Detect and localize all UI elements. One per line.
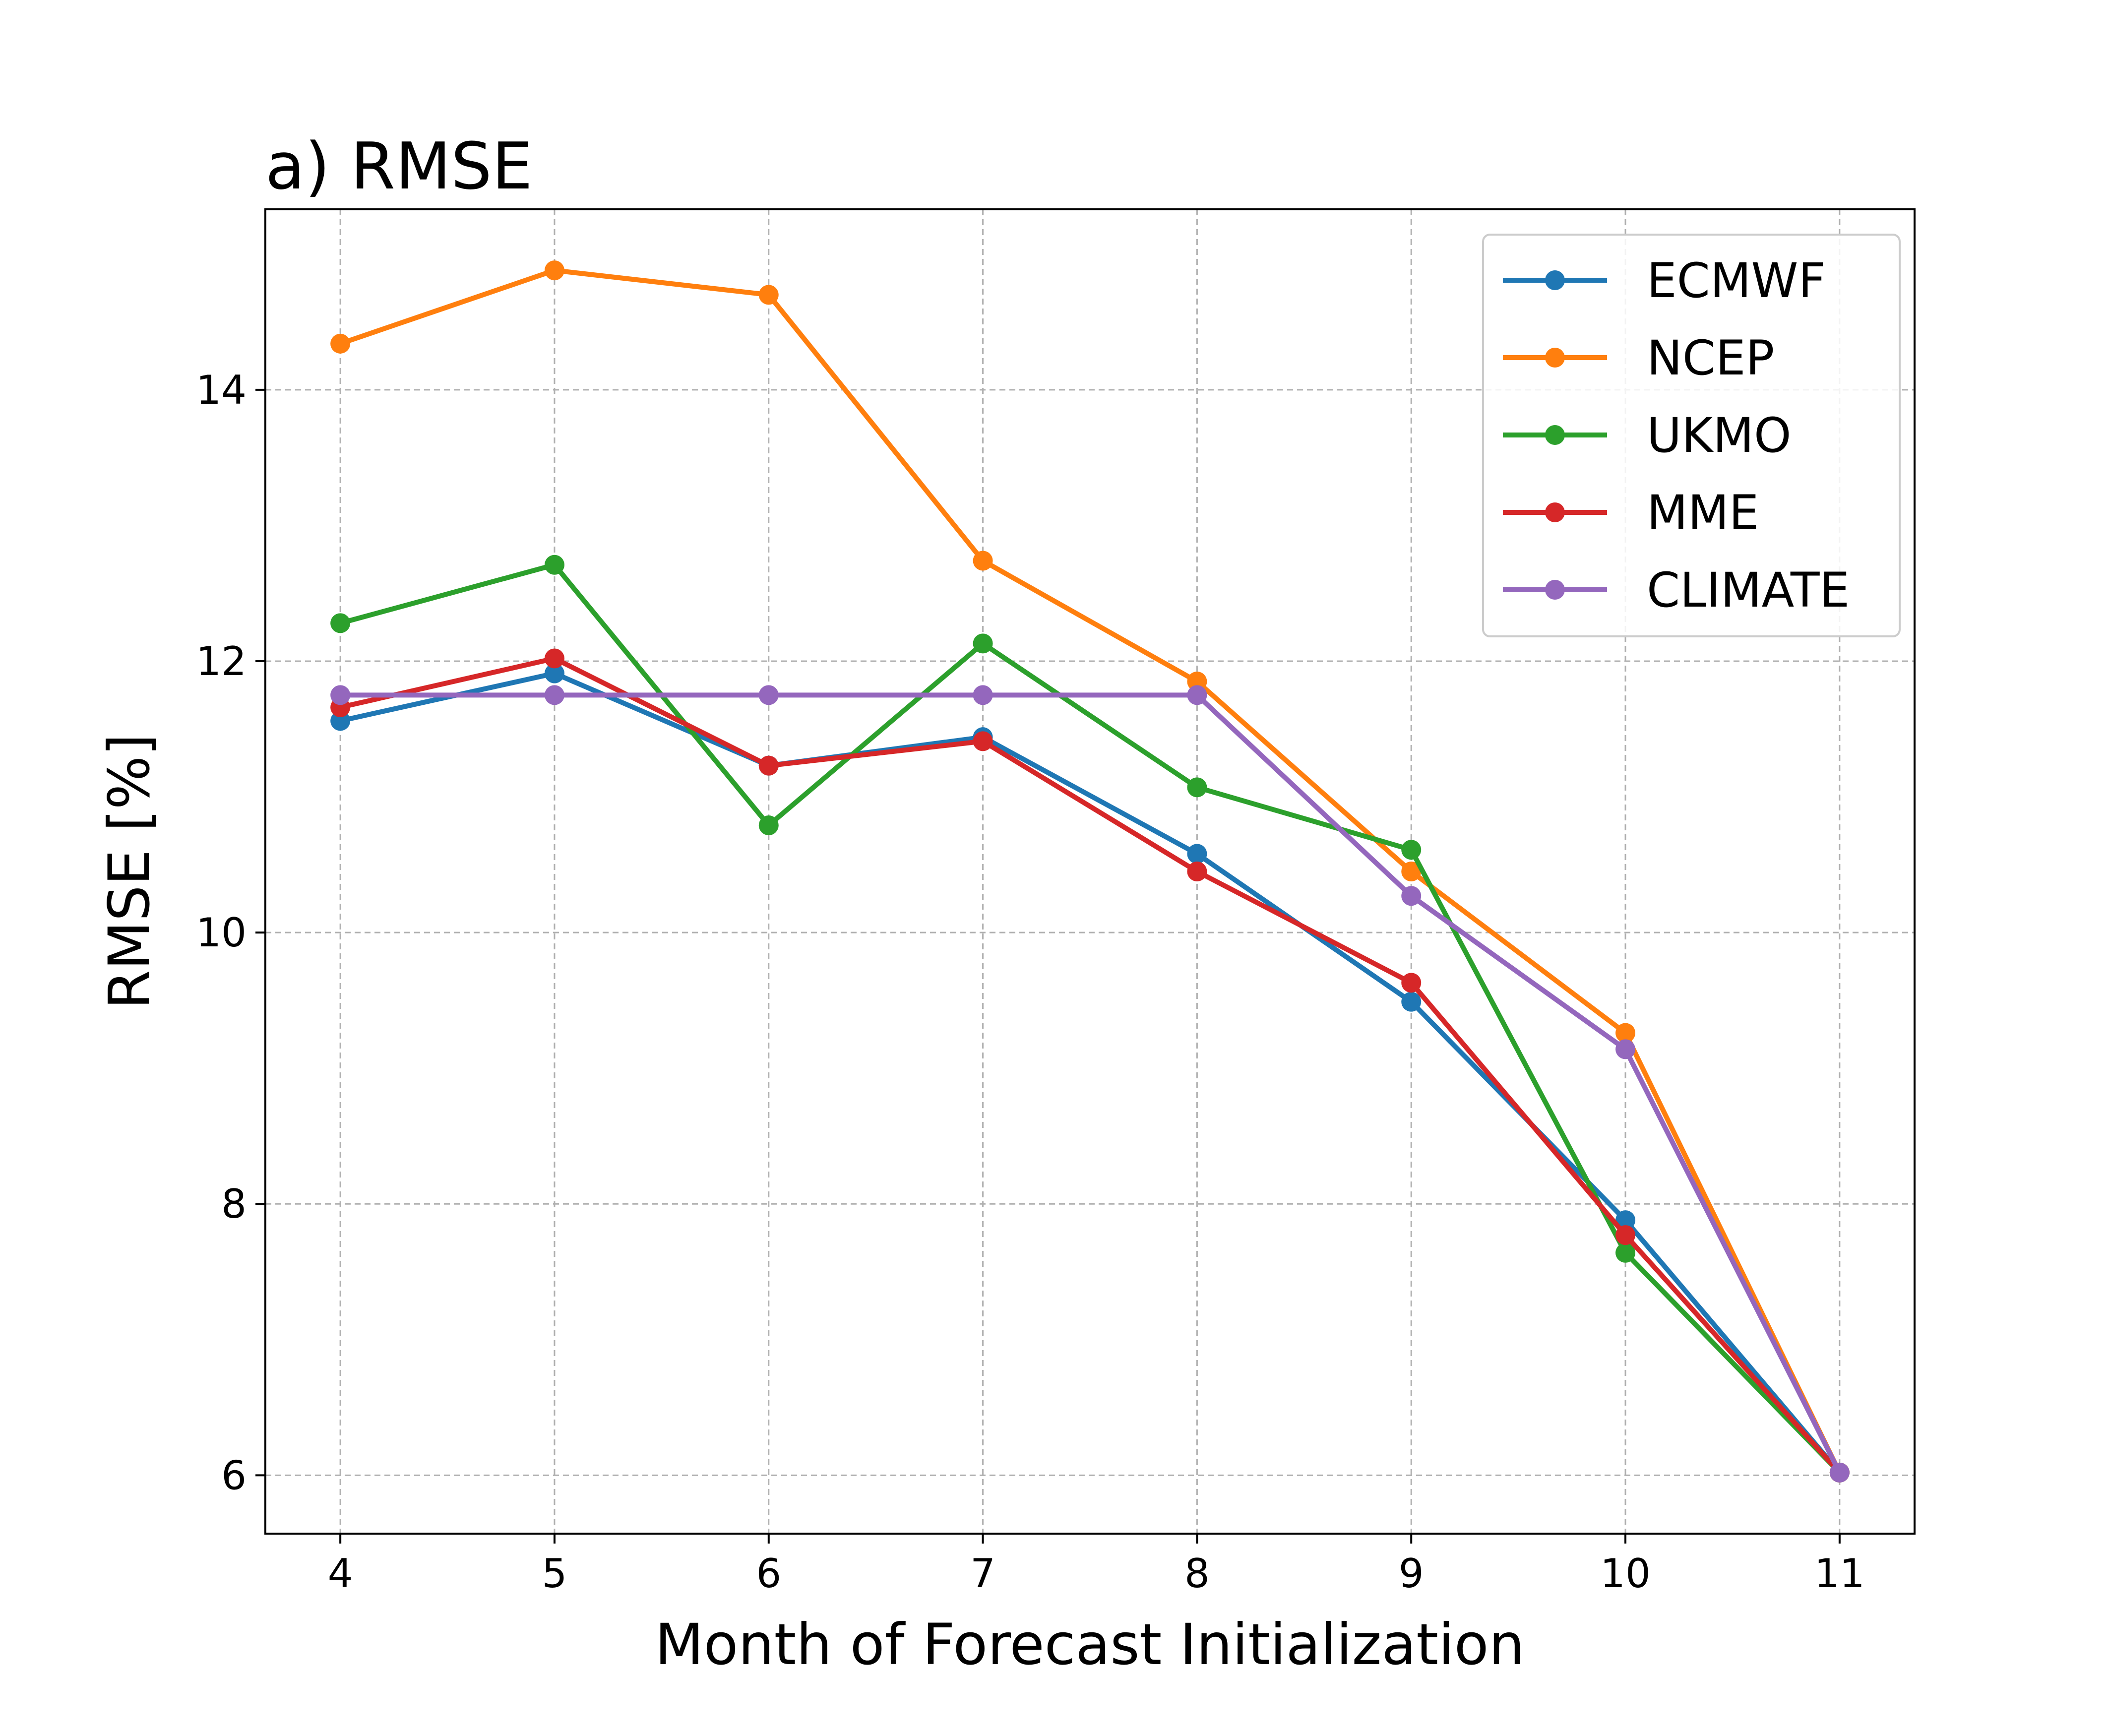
data-point-ukmo [973, 633, 993, 654]
data-point-ukmo [758, 815, 779, 835]
legend-entry-ukmo: UKMO [1503, 408, 1792, 463]
data-point-climate [973, 685, 993, 705]
series-line-ncep [339, 268, 1842, 1474]
data-point-mme [1615, 1225, 1636, 1245]
x-tick-label: 4 [328, 1550, 353, 1597]
data-point-climate [544, 685, 564, 705]
data-point-ecmwf [544, 663, 564, 683]
series-line-ukmo [339, 562, 1842, 1475]
series-ncep [330, 260, 1850, 1483]
data-point-ecmwf [1615, 1210, 1636, 1231]
x-tick-label: 7 [970, 1550, 995, 1597]
data-point-ukmo [1401, 840, 1422, 860]
data-point-ukmo [544, 555, 564, 575]
data-point-ncep [1187, 672, 1207, 692]
x-axis-label: Month of Forecast Initialization [655, 1612, 1524, 1677]
legend: ECMWF NCEP UKMO MME CLIMATE [1482, 234, 1901, 637]
y-tick-label: 8 [221, 1181, 247, 1227]
data-point-ukmo [330, 613, 351, 633]
legend-label: UKMO [1647, 408, 1792, 463]
y-tick-label: 14 [196, 367, 247, 413]
series-ecmwf [330, 663, 1850, 1483]
legend-box [1482, 234, 1901, 637]
legend-marker [1545, 270, 1565, 290]
data-point-mme [758, 755, 779, 776]
legend-marker [1545, 348, 1565, 368]
legend-entry-ecmwf: ECMWF [1503, 253, 1826, 309]
x-axis-ticks: 4 5 6 7 8 9 10 11 [328, 1534, 1865, 1597]
data-point-mme [1187, 862, 1207, 881]
x-tick-label: 9 [1399, 1550, 1424, 1597]
data-point-climate [758, 685, 779, 705]
data-point-climate [330, 685, 351, 705]
data-point-ecmwf [1187, 844, 1207, 864]
y-axis-ticks: 6 8 10 12 14 [196, 367, 265, 1498]
y-tick-label: 10 [196, 910, 247, 956]
series-mme [330, 648, 1850, 1483]
y-axis-label: RMSE [%] [96, 734, 162, 1009]
legend-marker [1545, 502, 1565, 522]
data-point-mme [1401, 973, 1422, 993]
series-line-ecmwf [340, 671, 1842, 1475]
legend-entry-climate: CLIMATE [1503, 562, 1850, 618]
chart-title: a) RMSE [265, 128, 533, 204]
data-point-ncep [544, 260, 564, 281]
data-point-ncep [1615, 1023, 1636, 1043]
data-point-ncep [758, 285, 779, 305]
data-point-ukmo [1615, 1242, 1636, 1263]
legend-entry-mme: MME [1503, 485, 1759, 541]
series-climate [330, 685, 1850, 1483]
data-point-ecmwf [330, 711, 351, 731]
legend-label: ECMWF [1647, 253, 1826, 309]
legend-label: MME [1647, 485, 1759, 541]
x-tick-label: 10 [1600, 1550, 1651, 1597]
data-point-ncep [973, 551, 993, 571]
x-tick-label: 8 [1184, 1550, 1210, 1597]
legend-entry-ncep: NCEP [1503, 330, 1774, 386]
x-tick-label: 11 [1814, 1550, 1865, 1597]
y-tick-label: 12 [196, 638, 247, 684]
data-point-climate [1615, 1039, 1636, 1059]
data-point-ukmo [1187, 777, 1207, 798]
x-tick-label: 6 [756, 1550, 781, 1597]
data-point-climate [1401, 886, 1422, 906]
data-point-climate [1187, 685, 1207, 705]
data-point-climate [1829, 1462, 1850, 1483]
series-lines [330, 260, 1850, 1483]
legend-label: NCEP [1647, 330, 1774, 386]
data-point-mme [544, 648, 564, 669]
data-point-ncep [330, 333, 351, 354]
data-point-ecmwf [1401, 992, 1422, 1012]
x-tick-label: 5 [542, 1550, 567, 1597]
plot-frame [264, 208, 1916, 1535]
data-point-ncep [1401, 862, 1422, 881]
y-tick-label: 6 [221, 1452, 247, 1498]
legend-marker [1545, 580, 1565, 600]
series-line-climate [340, 692, 1842, 1474]
series-line-mme [340, 656, 1842, 1475]
legend-label: CLIMATE [1647, 562, 1850, 618]
legend-marker [1545, 425, 1565, 445]
data-point-mme [973, 731, 993, 751]
